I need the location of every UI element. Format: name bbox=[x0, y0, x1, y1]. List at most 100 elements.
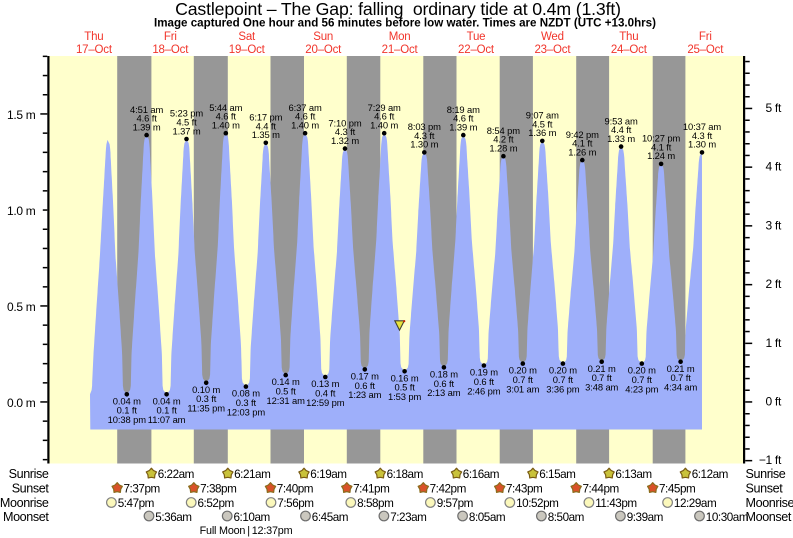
svg-text:0.6 ft: 0.6 ft bbox=[474, 376, 495, 387]
svg-text:22–Oct: 22–Oct bbox=[458, 44, 495, 56]
svg-text:2:46 pm: 2:46 pm bbox=[467, 385, 500, 396]
svg-text:Fri: Fri bbox=[699, 31, 712, 43]
svg-text:Castlepoint – The Gap: falling: Castlepoint – The Gap: falling ordinary … bbox=[175, 0, 621, 19]
svg-text:1.39 m: 1.39 m bbox=[449, 121, 477, 132]
svg-text:Sat: Sat bbox=[238, 31, 256, 43]
svg-text:7:10 pm: 7:10 pm bbox=[328, 117, 361, 128]
svg-text:0.18 m: 0.18 m bbox=[430, 369, 458, 380]
svg-text:1.40 m: 1.40 m bbox=[291, 120, 319, 131]
svg-text:Sunrise: Sunrise bbox=[746, 467, 786, 481]
svg-text:0.7 ft: 0.7 ft bbox=[670, 372, 691, 383]
svg-text:0 ft: 0 ft bbox=[766, 395, 782, 409]
svg-text:8:03 pm: 8:03 pm bbox=[408, 121, 441, 132]
svg-text:6:17 pm: 6:17 pm bbox=[249, 112, 282, 123]
svg-text:7:43pm: 7:43pm bbox=[506, 482, 542, 495]
svg-text:6:22am: 6:22am bbox=[158, 468, 194, 481]
svg-text:1.24 m: 1.24 m bbox=[647, 150, 675, 161]
svg-text:8:54 pm: 8:54 pm bbox=[487, 125, 520, 136]
svg-text:5:47pm: 5:47pm bbox=[118, 497, 154, 510]
svg-text:18–Oct: 18–Oct bbox=[152, 44, 189, 56]
svg-text:19–Oct: 19–Oct bbox=[229, 44, 266, 56]
svg-text:4.1 ft: 4.1 ft bbox=[651, 141, 672, 152]
svg-text:0.3 ft: 0.3 ft bbox=[196, 393, 217, 404]
svg-text:3:36 pm: 3:36 pm bbox=[546, 383, 579, 394]
svg-text:4:34 am: 4:34 am bbox=[664, 382, 697, 393]
svg-text:3:48 am: 3:48 am bbox=[585, 382, 618, 393]
svg-text:7:40pm: 7:40pm bbox=[277, 482, 313, 495]
svg-text:Image captured One hour and 56: Image captured One hour and 56 minutes b… bbox=[154, 17, 656, 30]
svg-text:10:37 am: 10:37 am bbox=[683, 121, 722, 132]
svg-text:11:43pm: 11:43pm bbox=[595, 497, 636, 510]
svg-text:1 ft: 1 ft bbox=[766, 336, 782, 350]
svg-text:1.40 m: 1.40 m bbox=[212, 120, 240, 131]
svg-text:7:41pm: 7:41pm bbox=[353, 482, 389, 495]
svg-text:0.21 m: 0.21 m bbox=[588, 363, 616, 374]
svg-text:0.04 m: 0.04 m bbox=[153, 395, 181, 406]
svg-text:Mon: Mon bbox=[389, 31, 411, 43]
svg-text:4:51 am: 4:51 am bbox=[130, 104, 163, 115]
svg-text:0.7 ft: 0.7 ft bbox=[513, 374, 534, 385]
svg-text:4.6 ft: 4.6 ft bbox=[295, 111, 316, 122]
svg-text:9:42 pm: 9:42 pm bbox=[566, 129, 599, 140]
svg-text:Thu: Thu bbox=[84, 31, 103, 43]
svg-text:12:29am: 12:29am bbox=[674, 497, 716, 510]
svg-text:4.5 ft: 4.5 ft bbox=[532, 118, 553, 129]
svg-text:0.0 m: 0.0 m bbox=[7, 396, 36, 410]
svg-text:6:16am: 6:16am bbox=[463, 468, 499, 481]
svg-text:2:13 am: 2:13 am bbox=[427, 387, 460, 398]
svg-text:0.5 m: 0.5 m bbox=[7, 300, 36, 314]
svg-text:2 ft: 2 ft bbox=[766, 277, 782, 291]
svg-text:0.20 m: 0.20 m bbox=[549, 365, 577, 376]
svg-text:0.7 ft: 0.7 ft bbox=[632, 374, 653, 385]
svg-text:0.04 m: 0.04 m bbox=[113, 395, 141, 406]
svg-text:5 ft: 5 ft bbox=[766, 101, 782, 115]
svg-text:8:58pm: 8:58pm bbox=[357, 497, 393, 510]
svg-text:7:42pm: 7:42pm bbox=[430, 482, 466, 495]
svg-text:0.7 ft: 0.7 ft bbox=[592, 372, 613, 383]
svg-text:0.5 ft: 0.5 ft bbox=[394, 382, 415, 393]
svg-text:0.6 ft: 0.6 ft bbox=[434, 378, 455, 389]
svg-text:6:10am: 6:10am bbox=[234, 511, 270, 524]
svg-text:1.40 m: 1.40 m bbox=[370, 120, 398, 131]
svg-text:0.14 m: 0.14 m bbox=[272, 376, 300, 387]
svg-text:Moonrise: Moonrise bbox=[746, 496, 793, 510]
svg-text:7:29 am: 7:29 am bbox=[368, 102, 401, 113]
svg-text:8:19 am: 8:19 am bbox=[447, 104, 480, 115]
svg-text:1.28 m: 1.28 m bbox=[489, 143, 517, 154]
svg-text:7:38pm: 7:38pm bbox=[200, 482, 236, 495]
svg-text:1:53 pm: 1:53 pm bbox=[388, 391, 421, 402]
svg-text:10:30am: 10:30am bbox=[706, 511, 748, 524]
svg-text:20–Oct: 20–Oct bbox=[305, 44, 342, 56]
svg-text:4.3 ft: 4.3 ft bbox=[335, 126, 356, 137]
svg-text:Thu: Thu bbox=[619, 31, 638, 43]
svg-text:Full Moon | 12:37pm: Full Moon | 12:37pm bbox=[200, 525, 293, 537]
svg-text:10:38 pm: 10:38 pm bbox=[108, 414, 147, 425]
svg-text:9:07 am: 9:07 am bbox=[526, 110, 559, 121]
svg-text:6:18am: 6:18am bbox=[387, 468, 423, 481]
svg-text:Moonrise: Moonrise bbox=[0, 496, 49, 510]
svg-text:Sun: Sun bbox=[313, 31, 333, 43]
svg-text:6:45am: 6:45am bbox=[312, 511, 348, 524]
svg-text:17–Oct: 17–Oct bbox=[76, 44, 113, 56]
svg-text:0.4 ft: 0.4 ft bbox=[315, 387, 336, 398]
svg-text:0.16 m: 0.16 m bbox=[391, 372, 419, 383]
svg-text:Tue: Tue bbox=[467, 31, 486, 43]
svg-text:0.13 m: 0.13 m bbox=[311, 378, 339, 389]
svg-text:1.32 m: 1.32 m bbox=[331, 135, 359, 146]
svg-text:1.26 m: 1.26 m bbox=[568, 146, 596, 157]
svg-text:24–Oct: 24–Oct bbox=[611, 44, 648, 56]
svg-text:4.6 ft: 4.6 ft bbox=[216, 111, 237, 122]
svg-text:10:52pm: 10:52pm bbox=[516, 497, 558, 510]
svg-text:9:57pm: 9:57pm bbox=[437, 497, 473, 510]
svg-text:0.21 m: 0.21 m bbox=[667, 363, 695, 374]
svg-text:Moonset: Moonset bbox=[746, 510, 792, 524]
svg-text:1.33 m: 1.33 m bbox=[607, 133, 635, 144]
svg-text:Wed: Wed bbox=[541, 31, 564, 43]
svg-text:23–Oct: 23–Oct bbox=[534, 44, 571, 56]
svg-text:21–Oct: 21–Oct bbox=[382, 44, 419, 56]
svg-text:1.5 m: 1.5 m bbox=[7, 108, 36, 122]
svg-text:4 ft: 4 ft bbox=[766, 160, 782, 174]
svg-text:4.4 ft: 4.4 ft bbox=[611, 124, 632, 135]
svg-text:4.3 ft: 4.3 ft bbox=[414, 130, 435, 141]
svg-text:Sunrise: Sunrise bbox=[9, 467, 49, 481]
